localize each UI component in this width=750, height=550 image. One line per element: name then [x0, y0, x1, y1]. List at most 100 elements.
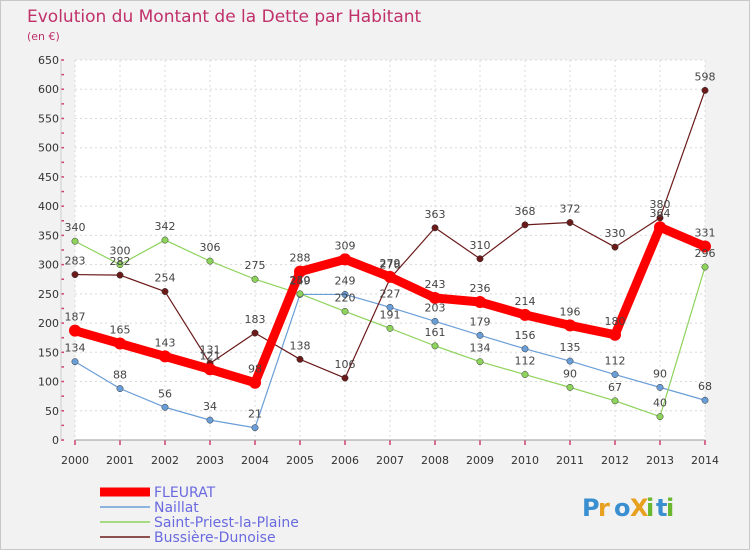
y-tick-label: 650: [38, 54, 59, 67]
data-label-fleurat: 165: [110, 324, 131, 337]
data-point-fleurat: [69, 324, 81, 337]
data-point-naillat: [71, 358, 79, 366]
data-label-naillat: 88: [113, 369, 127, 382]
data-label-saint-priest-la-plaine: 296: [695, 247, 716, 260]
data-label-bussi-re-dunoise: 363: [425, 208, 446, 221]
proxiti-logo: Pr o Xi ti: [582, 494, 674, 522]
data-point-fleurat: [114, 337, 126, 350]
x-tick-label: 2013: [646, 454, 674, 467]
data-point-saint-priest-la-plaine: [116, 261, 124, 269]
data-point-bussi-re-dunoise: [116, 271, 124, 279]
data-point-fleurat: [654, 221, 666, 234]
data-point-fleurat: [204, 363, 216, 376]
data-label-naillat: 203: [425, 301, 446, 314]
data-label-naillat: 249: [290, 274, 311, 287]
y-tick-label: 450: [38, 171, 59, 184]
data-point-saint-priest-la-plaine: [476, 358, 484, 366]
data-label-fleurat: 143: [155, 336, 176, 349]
data-point-fleurat: [339, 253, 351, 266]
data-label-bussi-re-dunoise: 254: [155, 272, 176, 285]
x-tick-label: 2007: [376, 454, 404, 467]
y-tick-label: 400: [38, 200, 59, 213]
data-point-naillat: [116, 385, 124, 393]
data-point-saint-priest-la-plaine: [521, 371, 529, 378]
data-point-naillat: [611, 371, 619, 378]
data-label-bussi-re-dunoise: 276: [380, 259, 401, 272]
data-point-saint-priest-la-plaine: [566, 383, 574, 391]
x-axis: 2000 2001 2002 2003 2004 2005 2006 2007 2008 2009…: [61, 439, 719, 467]
x-tick-label: 2001: [106, 454, 134, 467]
data-label-bussi-re-dunoise: 183: [245, 313, 266, 326]
data-label-bussi-re-dunoise: 368: [515, 205, 536, 218]
data-label-saint-priest-la-plaine: 161: [425, 326, 446, 339]
y-tick-label: 50: [45, 405, 59, 418]
data-point-saint-priest-la-plaine: [386, 324, 394, 332]
logo-letter: o: [614, 494, 631, 522]
chart-subtitle: (en €): [27, 30, 60, 43]
x-tick-label: 2010: [511, 454, 539, 467]
legend-label-bussi-re-dunoise: Bussière-Dunoise: [154, 530, 276, 546]
data-label-fleurat: 288: [290, 252, 311, 265]
data-point-bussi-re-dunoise: [251, 329, 259, 337]
data-point-bussi-re-dunoise: [71, 271, 79, 279]
y-tick-label: 150: [38, 346, 59, 359]
x-tick-label: 2003: [196, 454, 224, 467]
data-label-naillat: 179: [470, 315, 491, 328]
data-label-naillat: 56: [158, 387, 172, 400]
data-point-naillat: [521, 345, 529, 353]
data-point-bussi-re-dunoise: [701, 86, 709, 94]
data-label-naillat: 21: [248, 408, 262, 421]
data-point-naillat: [701, 396, 709, 404]
data-point-fleurat: [249, 376, 261, 389]
data-label-bussi-re-dunoise: 372: [560, 203, 581, 216]
chart-title: Evolution du Montant de la Dette par Hab…: [27, 7, 422, 27]
data-point-fleurat: [699, 240, 711, 253]
data-label-fleurat: 98: [248, 363, 262, 376]
data-label-saint-priest-la-plaine: 306: [200, 241, 221, 254]
data-point-fleurat: [294, 265, 306, 278]
data-label-bussi-re-dunoise: 380: [650, 198, 671, 211]
data-point-saint-priest-la-plaine: [71, 237, 79, 245]
y-tick-label: 100: [38, 376, 59, 389]
x-tick-label: 2000: [61, 454, 89, 467]
legend-label-fleurat: FLEURAT: [154, 485, 216, 501]
x-tick-label: 2011: [556, 454, 584, 467]
data-label-saint-priest-la-plaine: 250: [290, 274, 311, 287]
x-tick-label: 2008: [421, 454, 449, 467]
data-label-bussi-re-dunoise: 310: [470, 239, 491, 252]
data-label-bussi-re-dunoise: 330: [605, 227, 626, 240]
y-tick-label: 550: [38, 112, 59, 125]
data-label-fleurat: 331: [695, 226, 716, 239]
data-label-saint-priest-la-plaine: 191: [380, 308, 401, 321]
y-tick-label: 250: [38, 288, 59, 301]
data-label-fleurat: 214: [515, 295, 536, 308]
data-label-fleurat: 187: [65, 311, 86, 324]
logo-letter: i: [666, 494, 674, 522]
legend-label-saint-priest-la-plaine: Saint-Priest-la-Plaine: [154, 515, 299, 531]
data-point-naillat: [656, 383, 664, 391]
legend-label-naillat: Naillat: [154, 500, 199, 516]
data-point-bussi-re-dunoise: [566, 219, 574, 226]
data-label-naillat: 68: [698, 380, 712, 393]
data-point-bussi-re-dunoise: [296, 355, 304, 363]
data-label-saint-priest-la-plaine: 220: [335, 291, 356, 304]
x-tick-label: 2002: [151, 454, 179, 467]
data-point-fleurat: [519, 308, 531, 321]
logo-letter: P: [582, 494, 600, 522]
logo-letter: r: [598, 494, 610, 522]
logo-letter: i: [646, 494, 654, 522]
data-point-saint-priest-la-plaine: [431, 342, 439, 350]
data-point-naillat: [206, 416, 214, 424]
y-tick-label: 350: [38, 229, 59, 242]
logo-letter: X: [630, 494, 649, 522]
data-label-fleurat: 309: [335, 239, 356, 252]
data-point-bussi-re-dunoise: [656, 214, 664, 222]
data-label-naillat: 249: [335, 274, 356, 287]
y-tick-label: 500: [38, 142, 59, 155]
data-point-naillat: [476, 331, 484, 339]
data-label-saint-priest-la-plaine: 275: [245, 259, 266, 272]
data-point-bussi-re-dunoise: [521, 221, 529, 229]
x-tick-label: 2005: [286, 454, 314, 467]
x-tick-label: 2012: [601, 454, 629, 467]
y-tick-label: 200: [38, 317, 59, 330]
